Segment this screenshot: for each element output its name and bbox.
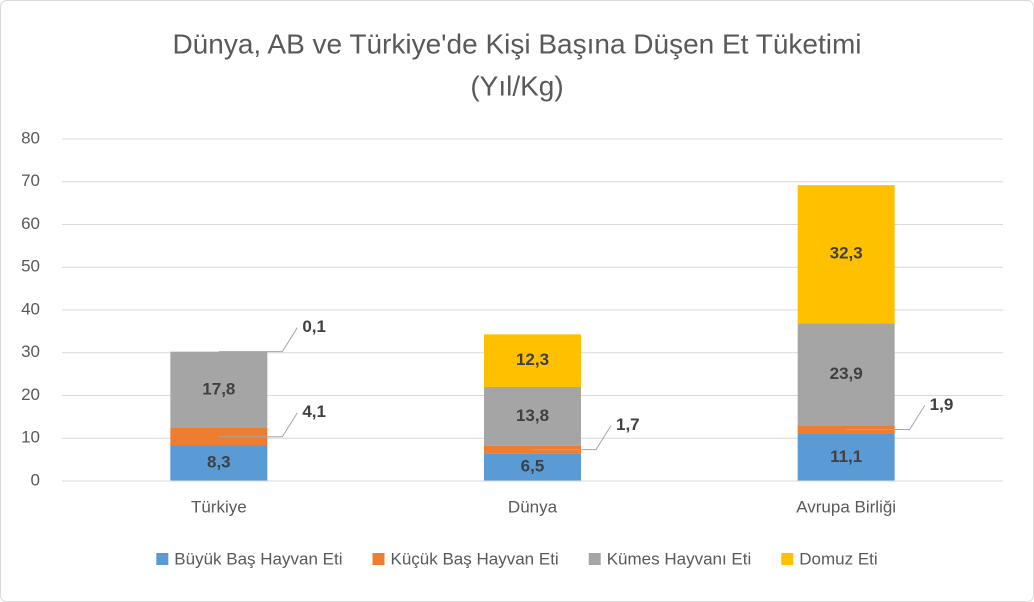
data-label: 13,8 <box>516 406 549 425</box>
data-label: 1,7 <box>616 415 640 434</box>
data-label: 12,3 <box>516 350 549 369</box>
data-label: 4,1 <box>302 402 326 421</box>
label-leader <box>532 425 612 451</box>
legend-label: Küçük Baş Hayvan Eti <box>391 549 559 568</box>
y-tick-label: 40 <box>21 299 40 318</box>
chart-title: (Yıl/Kg) <box>470 70 563 101</box>
bar-segment <box>484 453 581 481</box>
bar-segment <box>797 185 895 324</box>
y-tick-label: 20 <box>21 385 40 404</box>
label-leader <box>218 327 298 353</box>
bar-segment <box>484 386 581 446</box>
data-label: 17,8 <box>202 379 235 398</box>
data-label: 11,1 <box>830 447 862 466</box>
bar-segment <box>797 433 895 481</box>
data-label: 0,1 <box>302 317 326 336</box>
x-tick-label: Avrupa Birliği <box>796 497 896 516</box>
x-tick-label: Türkiye <box>191 497 247 516</box>
data-label: 23,9 <box>830 364 863 383</box>
bar-segment <box>170 427 268 446</box>
y-tick-label: 80 <box>21 128 40 147</box>
y-tick-label: 50 <box>21 257 40 276</box>
data-label: 1,9 <box>930 395 954 414</box>
bar-segment <box>170 445 268 481</box>
legend-label: Büyük Baş Hayvan Eti <box>174 549 342 568</box>
legend-swatch <box>781 553 794 565</box>
label-leader <box>218 412 298 438</box>
bar-segment <box>170 351 268 428</box>
x-tick-label: Dünya <box>508 497 558 516</box>
label-leader <box>846 405 926 430</box>
y-tick-label: 60 <box>21 214 40 233</box>
data-label: 6,5 <box>521 457 545 476</box>
y-tick-label: 0 <box>31 470 40 489</box>
legend-label: Kümes Hayvanı Eti <box>607 549 752 568</box>
y-tick-label: 30 <box>21 342 40 361</box>
chart-title: Dünya, AB ve Türkiye'de Kişi Başına Düşe… <box>172 28 861 59</box>
y-tick-label: 10 <box>21 428 40 447</box>
legend-swatch <box>156 553 169 565</box>
data-label: 32,3 <box>830 244 863 263</box>
bar-segment <box>797 323 895 426</box>
y-tick-label: 70 <box>21 171 40 190</box>
data-label: 8,3 <box>207 453 231 472</box>
bar-segment <box>484 334 581 387</box>
legend-label: Domuz Eti <box>799 549 877 568</box>
legend-swatch <box>372 553 385 565</box>
legend-swatch <box>588 553 601 565</box>
